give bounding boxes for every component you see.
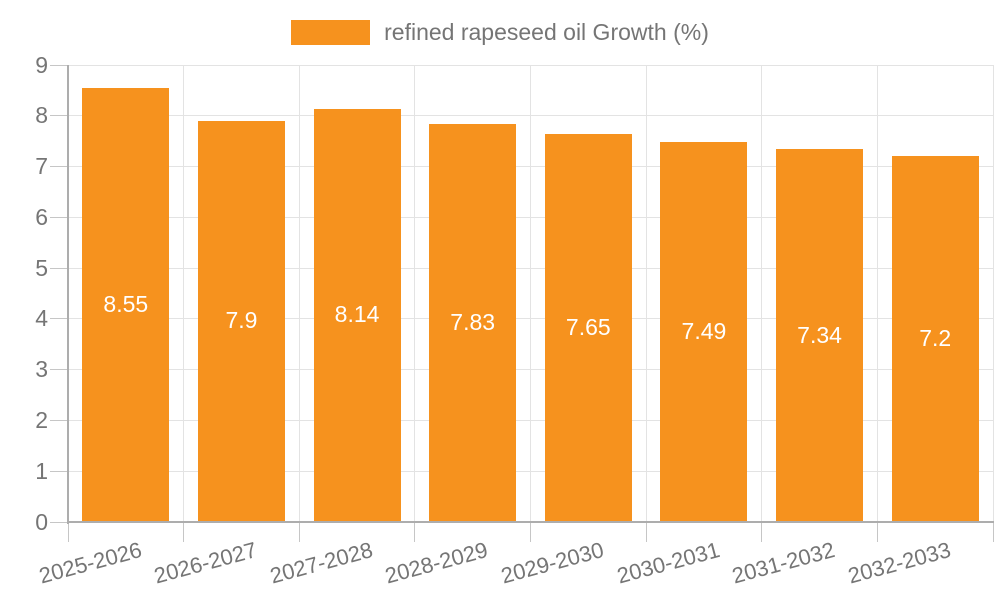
gridline-vertical	[183, 65, 185, 522]
bar-value-label: 7.2	[919, 325, 952, 352]
y-axis-tick	[50, 521, 68, 523]
bar-value-label: 7.34	[797, 321, 842, 348]
x-axis-tick	[298, 523, 300, 542]
x-axis-label: 2025-2026	[35, 537, 145, 589]
bar[interactable]: 7.83	[429, 124, 517, 521]
bar[interactable]: 7.34	[776, 149, 864, 521]
y-axis-tick	[50, 369, 68, 371]
y-axis-tick	[50, 64, 68, 66]
gridline-vertical	[414, 65, 416, 522]
y-axis-label: 6	[35, 203, 48, 230]
bar[interactable]: 7.49	[660, 141, 748, 521]
y-axis-tick	[50, 470, 68, 472]
bar[interactable]: 7.9	[197, 120, 285, 521]
bar-value-label: 7.83	[450, 309, 496, 336]
bar[interactable]: 8.55	[82, 87, 170, 521]
bar-value-label: 7.49	[681, 317, 727, 344]
gridline-vertical	[876, 65, 878, 522]
gridline-vertical	[992, 65, 994, 522]
x-axis-label: 2030-2031	[614, 537, 723, 589]
x-axis-label: 2031-2032	[729, 537, 838, 589]
legend[interactable]: refined rapeseed oil Growth (%)	[0, 18, 1000, 46]
x-axis-tick	[183, 523, 185, 542]
x-axis-label: 2028-2029	[382, 537, 491, 589]
bar[interactable]: 7.2	[891, 156, 979, 521]
bar[interactable]: 8.14	[313, 108, 401, 521]
x-axis-label: 2026-2027	[151, 537, 260, 589]
y-axis-label: 1	[35, 457, 48, 484]
bar[interactable]: 7.65	[544, 133, 632, 521]
bar-value-label: 8.55	[103, 290, 149, 317]
x-axis-line	[67, 521, 994, 523]
y-axis-tick	[50, 216, 68, 218]
x-axis-tick	[67, 523, 69, 542]
y-axis-tick	[50, 267, 68, 269]
gridline-vertical	[530, 65, 531, 522]
legend-swatch[interactable]	[291, 19, 371, 45]
x-axis-label: 2032-2033	[845, 537, 954, 589]
y-axis-label: 3	[35, 356, 48, 383]
y-axis-label: 2	[35, 406, 48, 433]
x-axis-label: 2029-2030	[498, 537, 607, 589]
y-axis-tick	[50, 115, 68, 117]
bar-value-label: 8.14	[334, 301, 380, 328]
y-axis-label: 8	[35, 102, 48, 129]
x-axis-tick	[876, 523, 878, 542]
y-axis-label: 5	[35, 254, 48, 281]
x-axis-tick	[645, 523, 647, 542]
gridline-vertical	[761, 65, 763, 522]
x-axis-label: 2027-2028	[267, 537, 376, 589]
x-axis-tick	[761, 523, 763, 542]
y-axis-tick	[50, 166, 68, 168]
x-axis-tick	[992, 523, 994, 542]
legend-label[interactable]: refined rapeseed oil Growth (%)	[384, 19, 709, 45]
y-axis-tick	[50, 419, 68, 421]
x-axis-tick	[530, 523, 531, 542]
y-axis-line	[67, 65, 69, 524]
y-axis-label: 9	[35, 51, 48, 78]
y-axis-label: 4	[35, 305, 48, 332]
y-axis-label: 0	[35, 508, 48, 535]
y-axis-tick	[50, 318, 68, 320]
bar-value-label: 7.9	[225, 307, 258, 334]
y-axis-label: 7	[35, 153, 48, 180]
bar-value-label: 7.65	[565, 313, 611, 340]
gridline-vertical	[298, 65, 300, 522]
x-axis-tick	[414, 523, 416, 542]
gridline-vertical	[645, 65, 647, 522]
